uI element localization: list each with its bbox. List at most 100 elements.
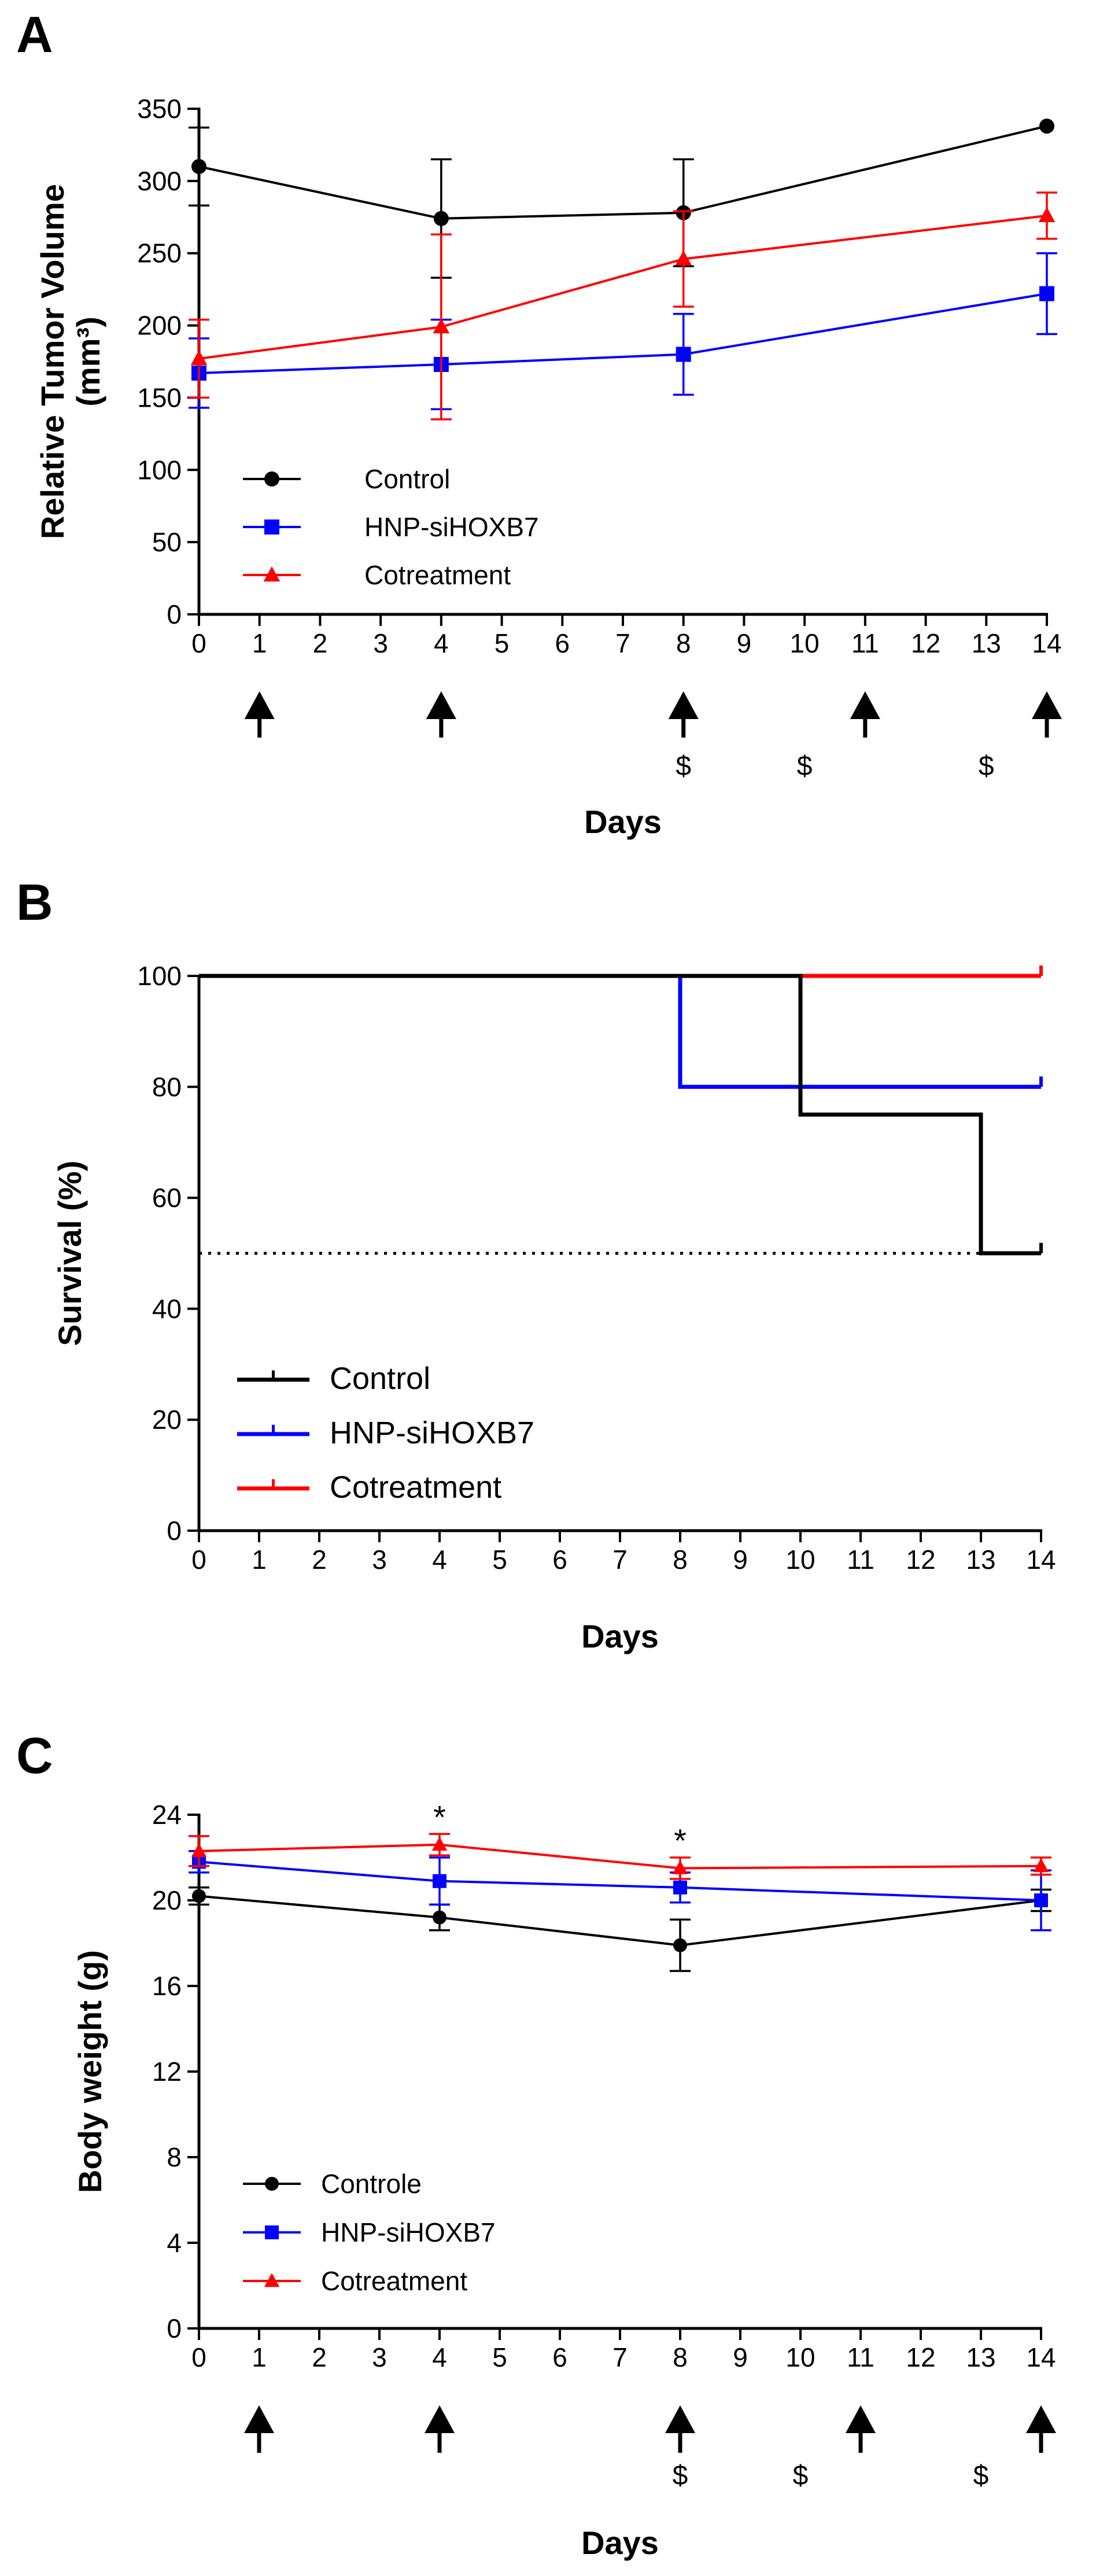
arrow-head <box>850 691 880 719</box>
y-tick-label: 40 <box>152 1293 182 1324</box>
x-tick-label: 2 <box>312 2342 327 2372</box>
significance-marker: * <box>674 1822 687 1859</box>
legend-item: HNP-siHOXB7 <box>243 2217 496 2247</box>
data-point <box>433 1874 446 1888</box>
y-axis-label: (mm³) <box>70 316 106 407</box>
arrow-head <box>244 2405 274 2433</box>
panels: A0 1 2 3 4 5 6 7 8 9 10 11 12 13 140501001502002503003… <box>16 6 1062 2561</box>
dollar-marker: $ <box>676 751 691 782</box>
y-tick-label: 4 <box>167 2228 182 2258</box>
x-tick-label: 0 <box>191 1545 206 1575</box>
data-point <box>192 1889 206 1903</box>
data-point <box>673 1938 687 1952</box>
treatment-arrow <box>1026 2405 1056 2453</box>
x-tick-label: 13 <box>966 2342 995 2372</box>
data-point <box>1039 118 1054 134</box>
arrow-head <box>665 2405 695 2433</box>
x-tick-label: 8 <box>673 1545 688 1575</box>
series-line <box>198 214 1047 360</box>
x-tick-label: 9 <box>737 628 752 658</box>
y-tick-label: 250 <box>137 238 182 268</box>
arrow-head <box>1026 2405 1056 2433</box>
data-point <box>1033 1858 1049 1873</box>
legend-marker <box>265 2177 279 2191</box>
data-point <box>191 1843 207 1858</box>
legend-label: Cotreatment <box>364 560 511 590</box>
legend-label: Controle <box>321 2169 422 2199</box>
y-tick-label: 60 <box>152 1183 182 1213</box>
x-tick-label: 4 <box>432 1545 447 1575</box>
series-line <box>198 1843 1042 1870</box>
y-tick-label: 100 <box>137 961 182 991</box>
legend-item: Cotreatment <box>237 1470 501 1505</box>
x-tick-label: 7 <box>612 2342 628 2372</box>
y-tick-label: 50 <box>152 527 182 557</box>
x-tick-label: 1 <box>252 628 267 658</box>
panel-a: A0 1 2 3 4 5 6 7 8 9 10 11 12 13 140501001502002503003… <box>16 6 1062 840</box>
treatment-arrow <box>850 691 880 738</box>
y-tick-label: 0 <box>167 599 182 629</box>
treatment-arrow <box>244 2405 274 2453</box>
treatment-arrow <box>665 2405 695 2453</box>
survival-step-line <box>199 974 1041 1255</box>
y-tick-label: 20 <box>152 1405 182 1435</box>
y-axis-label: Body weight (g) <box>72 1950 108 2193</box>
series-line <box>198 1895 1042 1947</box>
y-tick-label: 150 <box>137 382 182 412</box>
legend-item: Control <box>243 464 450 494</box>
arrow-head <box>846 2405 876 2433</box>
legend-label: Control <box>330 1361 430 1396</box>
x-tick-label: 2 <box>312 1545 327 1575</box>
legend-label: HNP-siHOXB7 <box>330 1416 534 1450</box>
x-tick-label: 5 <box>492 2342 507 2372</box>
x-tick-label: 14 <box>1026 1545 1056 1575</box>
x-tick-label: 0 <box>191 628 206 658</box>
treatment-arrow <box>244 691 275 738</box>
x-tick-label: 12 <box>906 1545 935 1575</box>
x-tick-label: 9 <box>733 1545 748 1575</box>
y-tick-label: 16 <box>152 1971 182 2001</box>
x-tick-label: 14 <box>1032 628 1061 658</box>
data-point <box>191 159 206 174</box>
legend-marker <box>263 566 281 582</box>
x-tick-label: 4 <box>432 2342 447 2372</box>
legend-marker <box>265 2225 279 2239</box>
x-tick-label: 3 <box>373 628 388 658</box>
legend: Controle HNP-siHOXB7 Cotreatment <box>243 2169 496 2296</box>
legend-item: HNP-siHOXB7 <box>237 1416 534 1450</box>
arrow-head <box>426 691 456 719</box>
y-tick-label: 20 <box>152 1885 182 1915</box>
y-tick-label: 200 <box>137 311 182 341</box>
legend-marker <box>264 471 279 487</box>
legend-item: Control <box>237 1361 430 1396</box>
x-tick-label: 11 <box>847 1545 874 1575</box>
x-tick-label: 12 <box>906 2342 935 2372</box>
data-point <box>676 347 691 362</box>
y-tick-label: 100 <box>137 455 182 485</box>
significance-marker: * <box>433 1799 446 1835</box>
x-tick-label: 3 <box>372 1545 387 1575</box>
y-axis-label: Survival (%) <box>51 1160 88 1346</box>
x-tick-label: 11 <box>851 628 879 658</box>
panel-letter: A <box>16 6 53 63</box>
arrow-head <box>668 691 699 719</box>
y-tick-label: 300 <box>137 166 182 196</box>
x-tick-label: 8 <box>676 628 691 658</box>
data-point <box>431 1837 448 1851</box>
x-tick-label: 7 <box>612 1545 628 1575</box>
x-tick-label: 10 <box>785 1545 815 1575</box>
x-tick-label: 12 <box>911 628 940 658</box>
x-axis-label: Days <box>581 1618 659 1654</box>
x-tick-label: 10 <box>790 628 820 658</box>
legend-item: Cotreatment <box>243 560 511 590</box>
x-tick-label: 8 <box>673 2342 688 2372</box>
legend-item: Controle <box>243 2169 422 2199</box>
data-point <box>672 1860 688 1874</box>
dollar-marker: $ <box>979 751 994 782</box>
x-tick-label: 1 <box>252 2342 267 2372</box>
x-tick-label: 9 <box>733 2342 748 2372</box>
y-axis-label: Relative Tumor Volume <box>34 184 71 539</box>
panel-letter: B <box>16 874 53 931</box>
data-point <box>1034 1893 1048 1907</box>
